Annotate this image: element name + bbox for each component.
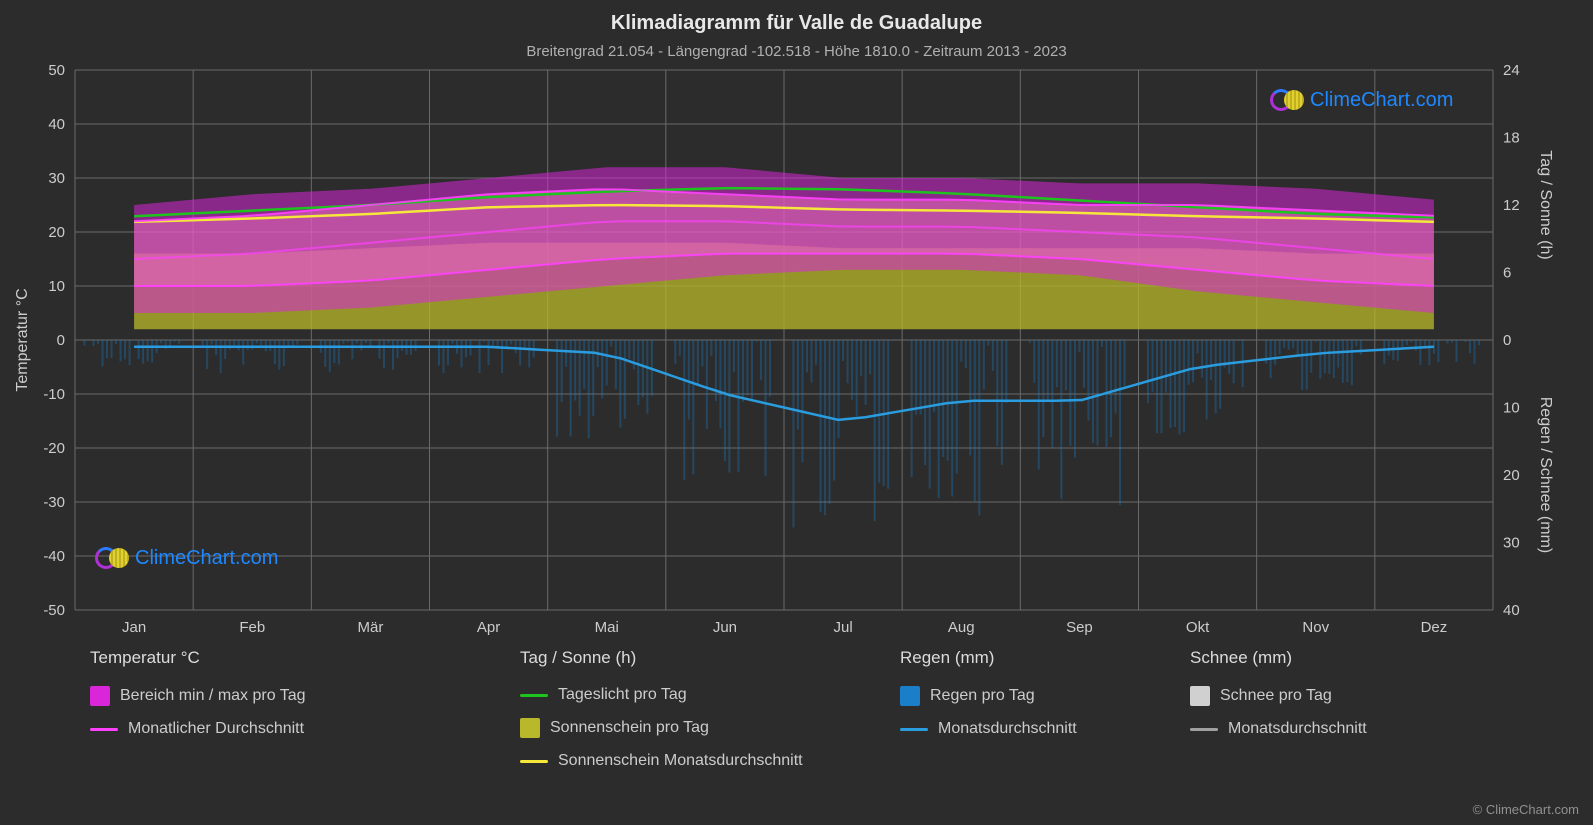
svg-text:0: 0 <box>1503 332 1511 349</box>
legend-col-rain: Regen (mm) Regen pro Tag Monatsdurchschn… <box>900 648 1190 770</box>
copyright: © ClimeChart.com <box>1473 802 1579 817</box>
legend-header: Tag / Sonne (h) <box>520 648 900 668</box>
legend-label: Monatlicher Durchschnitt <box>128 720 304 738</box>
svg-text:Okt: Okt <box>1186 619 1210 636</box>
svg-text:Mär: Mär <box>357 619 383 636</box>
legend-item: Schnee pro Tag <box>1190 686 1490 706</box>
svg-text:Nov: Nov <box>1302 619 1329 636</box>
rain-bars <box>84 340 1479 527</box>
svg-text:30: 30 <box>1503 535 1520 552</box>
brand-text: ClimeChart.com <box>1310 89 1453 112</box>
legend-item: Tageslicht pro Tag <box>520 686 900 704</box>
svg-text:Feb: Feb <box>239 619 265 636</box>
svg-text:12: 12 <box>1503 197 1520 214</box>
brand-icon <box>95 546 129 570</box>
brand-text: ClimeChart.com <box>135 547 278 570</box>
legend-label: Monatsdurchschnitt <box>1228 720 1367 738</box>
legend-label: Bereich min / max pro Tag <box>120 687 306 705</box>
legend-label: Monatsdurchschnitt <box>938 720 1077 738</box>
svg-text:10: 10 <box>48 278 65 295</box>
svg-text:40: 40 <box>1503 602 1520 619</box>
svg-text:Apr: Apr <box>477 619 500 636</box>
plot-area: 50403020100-10-20-30-40-5024181260102030… <box>75 70 1493 610</box>
brand-icon <box>1270 88 1304 112</box>
swatch-icon <box>520 694 548 697</box>
svg-text:-30: -30 <box>43 494 65 511</box>
swatch-icon <box>520 718 540 738</box>
svg-text:Jan: Jan <box>122 619 146 636</box>
svg-text:Jul: Jul <box>833 619 852 636</box>
svg-text:Dez: Dez <box>1421 619 1448 636</box>
svg-text:6: 6 <box>1503 265 1511 282</box>
svg-text:40: 40 <box>48 116 65 133</box>
svg-text:Tag / Sonne (h): Tag / Sonne (h) <box>1537 150 1554 259</box>
swatch-icon <box>90 686 110 706</box>
swatch-icon <box>520 760 548 763</box>
swatch-icon <box>900 728 928 731</box>
swatch-icon <box>1190 686 1210 706</box>
legend-header: Schnee (mm) <box>1190 648 1490 668</box>
svg-text:Mai: Mai <box>595 619 619 636</box>
chart-svg: 50403020100-10-20-30-40-5024181260102030… <box>75 70 1493 610</box>
legend-label: Sonnenschein pro Tag <box>550 719 709 737</box>
legend-label: Sonnenschein Monatsdurchschnitt <box>558 752 803 770</box>
legend-item: Sonnenschein Monatsdurchschnitt <box>520 752 900 770</box>
svg-text:18: 18 <box>1503 130 1520 147</box>
chart-subtitle: Breitengrad 21.054 - Längengrad -102.518… <box>0 35 1593 60</box>
svg-text:Temperatur °C: Temperatur °C <box>14 288 31 391</box>
legend-item: Regen pro Tag <box>900 686 1190 706</box>
legend-col-snow: Schnee (mm) Schnee pro Tag Monatsdurchsc… <box>1190 648 1490 770</box>
svg-text:-20: -20 <box>43 440 65 457</box>
legend-col-temp: Temperatur °C Bereich min / max pro Tag … <box>90 648 520 770</box>
swatch-icon <box>1190 728 1218 731</box>
legend: Temperatur °C Bereich min / max pro Tag … <box>90 648 1510 770</box>
legend-header: Regen (mm) <box>900 648 1190 668</box>
svg-text:-10: -10 <box>43 386 65 403</box>
swatch-icon <box>900 686 920 706</box>
svg-text:30: 30 <box>48 170 65 187</box>
svg-text:20: 20 <box>48 224 65 241</box>
svg-text:Sep: Sep <box>1066 619 1093 636</box>
legend-item: Monatsdurchschnitt <box>900 720 1190 738</box>
legend-item: Sonnenschein pro Tag <box>520 718 900 738</box>
legend-item: Monatsdurchschnitt <box>1190 720 1490 738</box>
svg-text:24: 24 <box>1503 62 1520 79</box>
svg-text:-50: -50 <box>43 602 65 619</box>
svg-text:20: 20 <box>1503 467 1520 484</box>
svg-text:Regen / Schnee (mm): Regen / Schnee (mm) <box>1537 397 1554 554</box>
svg-text:Aug: Aug <box>948 619 975 636</box>
legend-label: Tageslicht pro Tag <box>558 686 687 704</box>
legend-item: Bereich min / max pro Tag <box>90 686 520 706</box>
chart-title: Klimadiagramm für Valle de Guadalupe <box>0 0 1593 35</box>
svg-text:50: 50 <box>48 62 65 79</box>
brand-logo-bottom: ClimeChart.com <box>95 546 278 570</box>
legend-label: Schnee pro Tag <box>1220 687 1332 705</box>
legend-label: Regen pro Tag <box>930 687 1035 705</box>
legend-col-sun: Tag / Sonne (h) Tageslicht pro Tag Sonne… <box>520 648 900 770</box>
svg-text:0: 0 <box>57 332 65 349</box>
swatch-icon <box>90 728 118 731</box>
brand-logo-top: ClimeChart.com <box>1270 88 1453 112</box>
svg-text:Jun: Jun <box>713 619 737 636</box>
svg-text:10: 10 <box>1503 400 1520 417</box>
svg-text:-40: -40 <box>43 548 65 565</box>
legend-item: Monatlicher Durchschnitt <box>90 720 520 738</box>
legend-header: Temperatur °C <box>90 648 520 668</box>
